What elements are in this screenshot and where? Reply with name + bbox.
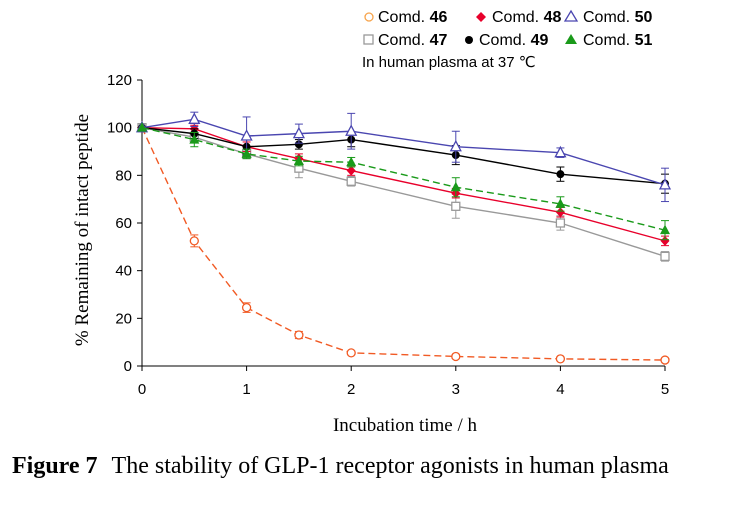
svg-text:Comd. 48: Comd. 48 xyxy=(492,9,561,26)
legend-entry-47: Comd. 47 xyxy=(363,32,447,49)
series-line-48 xyxy=(141,126,666,242)
svg-text:Comd. 51: Comd. 51 xyxy=(583,32,652,49)
y-ticks: 0 20 40 60 80 100 120 xyxy=(107,72,142,375)
legend-id-49: 49 xyxy=(531,32,549,49)
x-axis-title: Incubation time / h xyxy=(333,415,478,436)
svg-text:Comd. 46: Comd. 46 xyxy=(378,9,447,26)
y-axis-title: % Remaining of intact peptide xyxy=(72,114,93,346)
legend-entry-50: Comd. 50 xyxy=(563,9,652,26)
marker-51 xyxy=(555,198,566,208)
y-tick-label: 120 xyxy=(107,72,132,89)
legend-entry-48: Comd. 48 xyxy=(476,9,561,26)
legend-label-50: Comd. xyxy=(583,9,630,26)
series-46 xyxy=(137,123,670,365)
legend-marker-48 xyxy=(476,12,486,22)
legend-marker-50 xyxy=(563,9,579,22)
series-line-51 xyxy=(141,126,666,231)
legend: Comd. 46 Comd. 48 Comd. 50 Comd. 47 Comd… xyxy=(363,9,652,49)
marker-50 xyxy=(449,139,462,152)
legend-label-48: Comd. xyxy=(492,9,539,26)
marker-46 xyxy=(555,354,566,364)
legend-entry-51: Comd. 51 xyxy=(565,32,652,49)
marker-47 xyxy=(660,251,670,262)
y-tick-label: 20 xyxy=(115,310,132,327)
marker-51 xyxy=(346,156,357,167)
legend-marker-47 xyxy=(363,34,374,45)
marker-48 xyxy=(660,235,670,246)
legend-marker-51 xyxy=(565,34,577,44)
legend-label-51: Comd. xyxy=(583,32,630,49)
legend-id-46: 46 xyxy=(430,9,448,26)
series-51 xyxy=(137,122,670,241)
x-ticks: 0 1 2 3 4 5 xyxy=(138,366,669,398)
x-tick-label: 1 xyxy=(242,381,250,398)
x-tick-label: 4 xyxy=(556,381,564,398)
marker-49 xyxy=(556,170,565,179)
series-line-49 xyxy=(141,126,666,185)
marker-46 xyxy=(294,330,304,340)
marker-46 xyxy=(189,236,199,246)
marker-47 xyxy=(555,218,566,228)
marker-51 xyxy=(189,134,200,144)
stability-chart: Comd. 46 Comd. 48 Comd. 50 Comd. 47 Comd… xyxy=(72,9,672,436)
series-line-50 xyxy=(141,118,666,186)
marker-51 xyxy=(241,148,252,158)
legend-marker-46 xyxy=(364,12,374,22)
legend-id-51: 51 xyxy=(635,32,653,49)
figure-caption: Figure 7 The stability of GLP-1 receptor … xyxy=(12,450,728,482)
marker-50 xyxy=(554,145,567,158)
legend-label-49: Comd. xyxy=(479,32,526,49)
marker-51 xyxy=(450,181,461,192)
legend-marker-49 xyxy=(465,36,473,44)
legend-entry-49: Comd. 49 xyxy=(465,32,548,49)
series-line-46 xyxy=(141,127,666,361)
legend-id-48: 48 xyxy=(544,9,562,26)
marker-47 xyxy=(346,176,356,186)
marker-48 xyxy=(555,207,565,218)
marker-48 xyxy=(346,165,356,176)
marker-51 xyxy=(660,224,670,235)
marker-46 xyxy=(241,302,252,313)
y-tick-label: 0 xyxy=(124,358,132,375)
figure-caption-text: The stability of GLP-1 receptor agonists… xyxy=(111,453,669,479)
plasma-condition-note: In human plasma at 37 ℃ xyxy=(362,54,536,71)
x-tick-label: 3 xyxy=(452,381,460,398)
series-50 xyxy=(135,111,672,203)
marker-46 xyxy=(451,351,461,362)
legend-label-47: Comd. xyxy=(378,32,425,49)
legend-id-50: 50 xyxy=(635,9,653,26)
series-layer xyxy=(135,111,672,365)
legend-entry-46: Comd. 46 xyxy=(364,9,447,26)
y-tick-label: 60 xyxy=(115,215,132,232)
x-tick-label: 0 xyxy=(138,381,146,398)
marker-50 xyxy=(345,124,358,136)
y-tick-label: 100 xyxy=(107,120,132,137)
series-48 xyxy=(137,122,670,247)
marker-47 xyxy=(451,201,461,211)
svg-text:Comd. 50: Comd. 50 xyxy=(583,9,652,26)
series-47 xyxy=(137,123,670,262)
marker-46 xyxy=(346,348,356,358)
series-49 xyxy=(138,123,669,194)
marker-50 xyxy=(658,177,672,190)
figure-label: Figure 7 xyxy=(12,453,98,479)
marker-50 xyxy=(188,112,201,124)
marker-51 xyxy=(293,155,304,166)
marker-46 xyxy=(660,355,670,365)
marker-49 xyxy=(294,140,303,149)
svg-text:Comd. 49: Comd. 49 xyxy=(479,32,548,49)
svg-text:Comd. 47: Comd. 47 xyxy=(378,32,447,49)
y-tick-label: 80 xyxy=(115,167,132,184)
marker-51 xyxy=(137,122,147,132)
series-line-47 xyxy=(141,126,666,258)
marker-50 xyxy=(240,129,253,141)
marker-50 xyxy=(292,126,305,139)
x-tick-label: 5 xyxy=(661,381,669,398)
legend-id-47: 47 xyxy=(430,32,448,49)
y-tick-label: 40 xyxy=(115,263,132,280)
legend-label-46: Comd. xyxy=(378,9,425,26)
x-tick-label: 2 xyxy=(347,381,355,398)
